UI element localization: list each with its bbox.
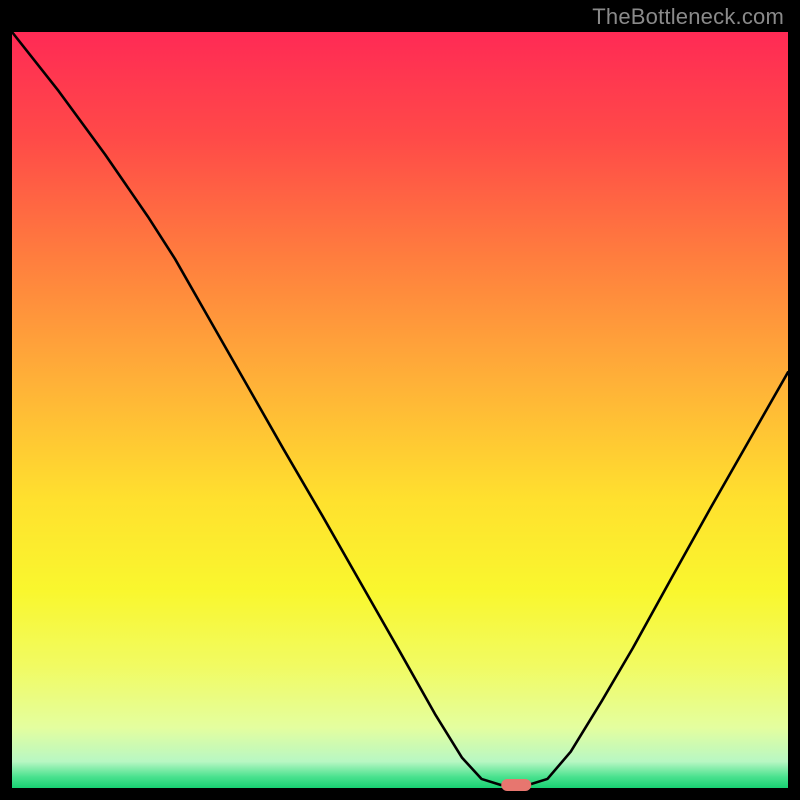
- optimal-marker: [502, 779, 531, 791]
- curve-layer: [12, 32, 788, 788]
- bottleneck-curve: [12, 32, 788, 785]
- watermark-text: TheBottleneck.com: [592, 4, 784, 30]
- bottleneck-chart: [12, 32, 788, 788]
